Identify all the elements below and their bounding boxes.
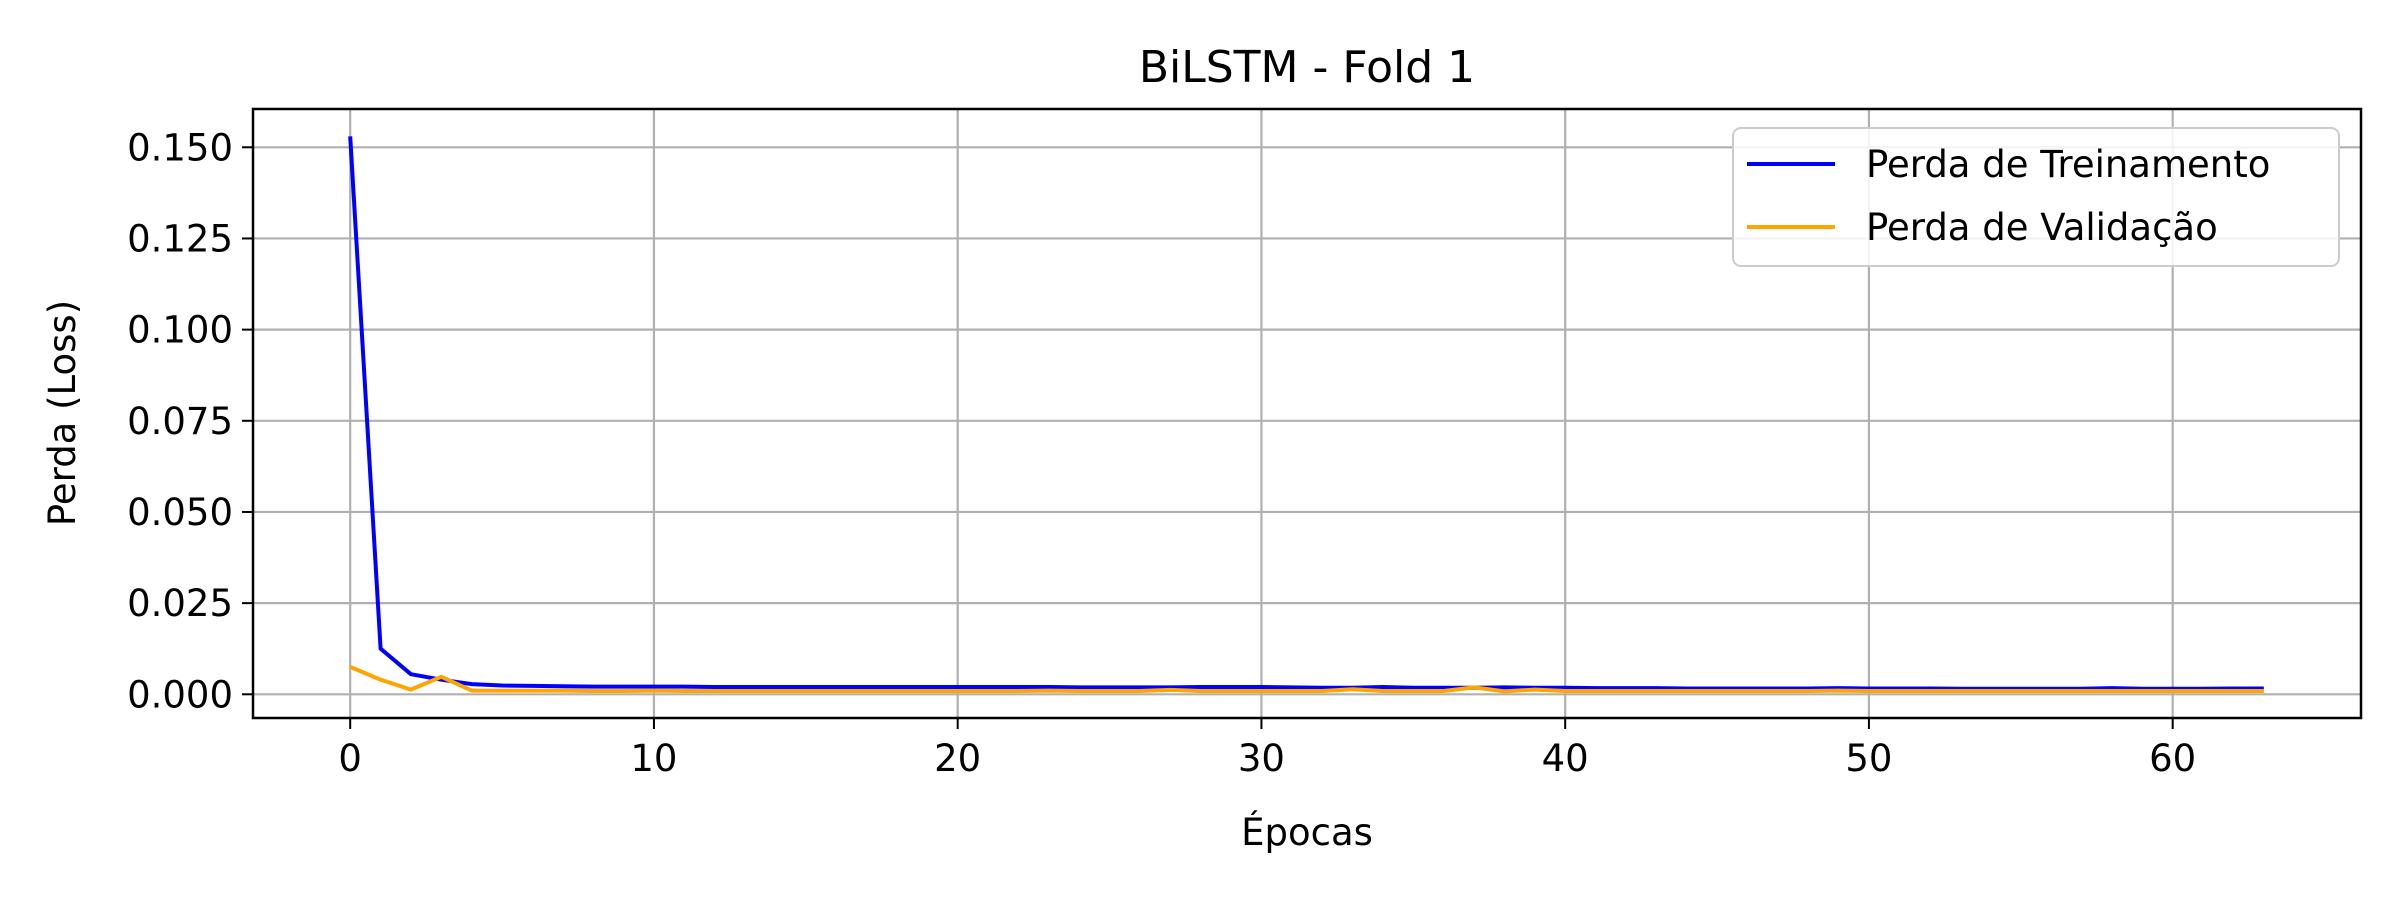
- x-tick-label: 40: [1542, 737, 1589, 780]
- x-tick-label: 0: [338, 737, 362, 780]
- legend-label-train: Perda de Treinamento: [1866, 143, 2270, 186]
- chart-title: BiLSTM - Fold 1: [1139, 42, 1475, 93]
- y-tick-label: 0.050: [127, 491, 233, 534]
- validation-loss-line: [349, 665, 2264, 694]
- legend-label-validation: Perda de Validação: [1866, 206, 2218, 249]
- y-tick-label: 0.000: [127, 673, 233, 716]
- legend: Perda de Treinamento Perda de Validação: [1732, 127, 2340, 267]
- plot-frame: [251, 107, 2363, 720]
- y-tick-label: 0.150: [127, 126, 233, 169]
- x-tick-label: 60: [2149, 737, 2196, 780]
- x-axis-label: Épocas: [1241, 810, 1373, 854]
- x-tick-label: 20: [934, 737, 981, 780]
- x-tick-label: 30: [1238, 737, 1285, 780]
- y-tick-label: 0.075: [127, 400, 233, 443]
- x-tick-label: 10: [630, 737, 677, 780]
- x-tick-label: 50: [1845, 737, 1892, 780]
- legend-box: [1732, 127, 2340, 267]
- y-axis-label: Perda (Loss): [41, 300, 84, 526]
- series-layer: [348, 136, 2264, 694]
- y-axis: 0.000 0.025 0.050 0.075 0.100 0.125 0.150: [127, 126, 253, 716]
- x-axis: 0 10 20 30 40 50 60: [338, 718, 2196, 780]
- y-tick-label: 0.125: [127, 217, 233, 260]
- y-tick-label: 0.100: [127, 309, 233, 352]
- train-loss-line: [348, 136, 2264, 691]
- y-tick-label: 0.025: [127, 582, 233, 625]
